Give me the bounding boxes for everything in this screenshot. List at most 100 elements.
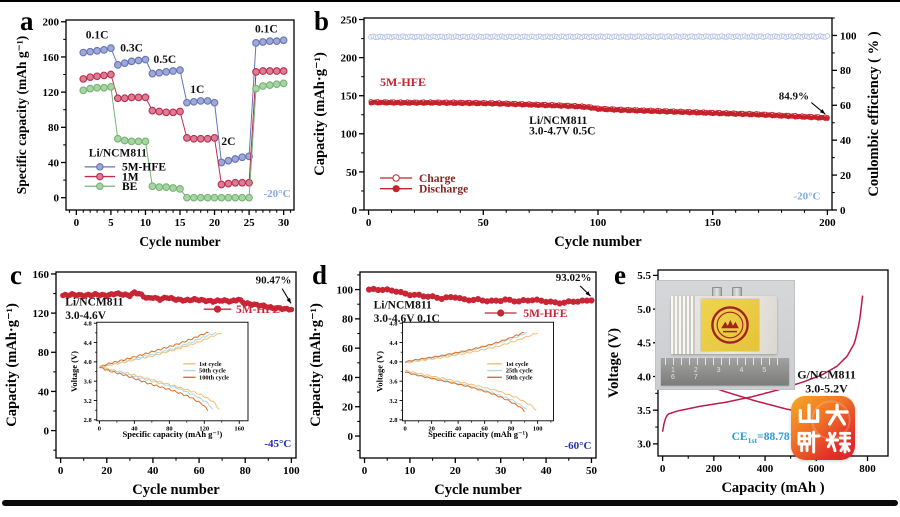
svg-text:50th cycle: 50th cycle <box>199 368 226 375</box>
svg-text:25: 25 <box>244 217 256 229</box>
svg-text:Cycle number: Cycle number <box>132 482 220 498</box>
svg-text:4.4: 4.4 <box>84 340 93 347</box>
svg-text:50th cycle: 50th cycle <box>506 375 533 382</box>
svg-text:Specific capacity (mAh g⁻¹): Specific capacity (mAh g⁻¹) <box>14 36 29 195</box>
svg-text:150: 150 <box>341 91 358 103</box>
svg-text:160: 160 <box>234 425 244 432</box>
svg-text:4.4: 4.4 <box>389 340 398 347</box>
svg-text:40: 40 <box>131 425 138 432</box>
svg-text:1C: 1C <box>190 84 204 96</box>
svg-text:CE1st=88.78%: CE1st=88.78% <box>732 431 801 445</box>
svg-text:-20°C: -20°C <box>264 188 291 200</box>
svg-text:80: 80 <box>38 347 50 359</box>
svg-text:Discharge: Discharge <box>419 183 468 195</box>
svg-text:60: 60 <box>194 465 206 477</box>
chart-d-cycling-minus60: 0 10 20 30 40 50 0 20 40 60 80 100 Cycle number Capac… <box>308 271 597 498</box>
panel-a: a 0 5 10 15 20 25 30 0 40 80 120 160 200 Cycle number… <box>8 4 308 256</box>
svg-text:40: 40 <box>455 425 462 432</box>
svg-text:BE: BE <box>122 181 138 193</box>
cell-label <box>701 299 759 351</box>
svg-text:60: 60 <box>342 343 354 355</box>
svg-text:80: 80 <box>240 465 252 477</box>
panel-c: c 0 20 40 60 80 100 0 40 80 120 160 Cycle number Cap… <box>4 258 304 498</box>
svg-text:Capacity (mAh·g⁻¹): Capacity (mAh·g⁻¹) <box>4 303 20 427</box>
svg-text:800: 800 <box>859 463 876 475</box>
svg-text:Cycle number: Cycle number <box>554 234 642 250</box>
top-rule <box>0 0 900 2</box>
svg-text:3.2: 3.2 <box>84 398 92 405</box>
svg-text:100: 100 <box>341 129 358 141</box>
bottom-rule <box>2 500 898 506</box>
svg-text:20: 20 <box>840 170 852 182</box>
svg-text:1M: 1M <box>122 171 139 183</box>
svg-text:1st cycle: 1st cycle <box>199 361 222 368</box>
svg-text:200: 200 <box>43 17 60 29</box>
svg-text:600: 600 <box>808 463 825 475</box>
svg-text:0: 0 <box>362 465 368 477</box>
svg-text:4.0: 4.0 <box>84 359 92 366</box>
svg-text:Li/NCM811: Li/NCM811 <box>529 115 587 127</box>
shanda-rongmei-watermark-icon <box>791 396 855 460</box>
svg-text:4.5: 4.5 <box>637 338 651 350</box>
svg-text:0.3C: 0.3C <box>120 43 143 55</box>
svg-text:30: 30 <box>495 465 507 477</box>
svg-text:3.6: 3.6 <box>389 378 398 385</box>
svg-text:0: 0 <box>352 205 358 217</box>
svg-text:1st cycle: 1st cycle <box>506 361 529 368</box>
svg-text:5M-HFE: 5M-HFE <box>236 304 280 316</box>
panel-b: b 0 50 100 150 200 0 50 100 150 200 250 0 20 40 60 80 10… <box>308 4 896 256</box>
svg-text:3.0-4.6V: 3.0-4.6V <box>65 310 107 322</box>
panel-c-label: c <box>10 260 22 290</box>
svg-text:Voltage (V): Voltage (V) <box>608 328 622 398</box>
svg-text:120: 120 <box>43 87 60 99</box>
svg-text:20: 20 <box>101 465 113 477</box>
svg-text:160: 160 <box>33 269 50 281</box>
cell-photo-inset: 1 2 3 4 5 6 7 <box>655 280 795 390</box>
svg-text:Cycle number: Cycle number <box>434 482 522 498</box>
svg-text:0.5C: 0.5C <box>153 54 176 66</box>
svg-text:2.8: 2.8 <box>389 417 398 424</box>
svg-text:200: 200 <box>706 463 723 475</box>
svg-text:5M-HFE: 5M-HFE <box>122 162 166 174</box>
svg-text:5.5: 5.5 <box>637 270 651 282</box>
svg-text:84.9%: 84.9% <box>779 91 809 103</box>
panel-e-label: e <box>614 260 626 290</box>
svg-text:160: 160 <box>43 52 60 64</box>
svg-text:3.0: 3.0 <box>637 439 651 451</box>
svg-text:80: 80 <box>48 122 60 134</box>
svg-text:40: 40 <box>147 465 159 477</box>
panel-b-label: b <box>314 6 330 36</box>
svg-text:2C: 2C <box>221 136 235 148</box>
svg-text:5.0: 5.0 <box>637 304 651 316</box>
panel-e: e 0 200 400 600 800 3.0 3.5 4.0 4.5 5.0 5.5 Capacit… <box>608 258 900 498</box>
svg-text:200: 200 <box>341 52 358 64</box>
svg-text:80: 80 <box>166 425 173 432</box>
svg-text:15: 15 <box>175 217 187 229</box>
svg-text:0: 0 <box>98 425 101 432</box>
chart-c-cycling-minus45: 0 20 40 60 80 100 0 40 80 120 160 Cycle number Capac… <box>4 269 300 498</box>
svg-text:Li/NCM811: Li/NCM811 <box>374 300 432 312</box>
svg-text:93.02%: 93.02% <box>556 272 592 284</box>
svg-text:50: 50 <box>478 217 490 229</box>
svg-text:40: 40 <box>541 465 553 477</box>
svg-text:4.8: 4.8 <box>389 320 398 327</box>
svg-text:4.8: 4.8 <box>84 320 93 327</box>
svg-text:40: 40 <box>38 386 50 398</box>
svg-text:20: 20 <box>209 217 221 229</box>
svg-text:20: 20 <box>342 402 354 414</box>
svg-text:0: 0 <box>348 431 354 443</box>
svg-text:30: 30 <box>278 217 290 229</box>
svg-text:4.0: 4.0 <box>389 359 397 366</box>
svg-text:3.0-4.7V 0.5C: 3.0-4.7V 0.5C <box>529 126 595 138</box>
svg-text:80: 80 <box>342 314 354 326</box>
svg-text:120: 120 <box>199 425 209 432</box>
svg-text:200: 200 <box>819 217 836 229</box>
svg-text:80: 80 <box>508 425 515 432</box>
chart-e-voltage-profile: 0 200 400 600 800 3.0 3.5 4.0 4.5 5.0 5.5 Capacity … <box>608 269 889 496</box>
svg-text:5M-HFE: 5M-HFE <box>523 308 567 320</box>
svg-text:Coulombic efficiency ( % ): Coulombic efficiency ( % ) <box>866 31 882 196</box>
svg-text:3.5: 3.5 <box>637 405 651 417</box>
svg-text:0.1C: 0.1C <box>255 23 278 35</box>
svg-text:0: 0 <box>660 463 666 475</box>
svg-text:Specific capacity (mAh g⁻¹): Specific capacity (mAh g⁻¹) <box>428 429 528 439</box>
